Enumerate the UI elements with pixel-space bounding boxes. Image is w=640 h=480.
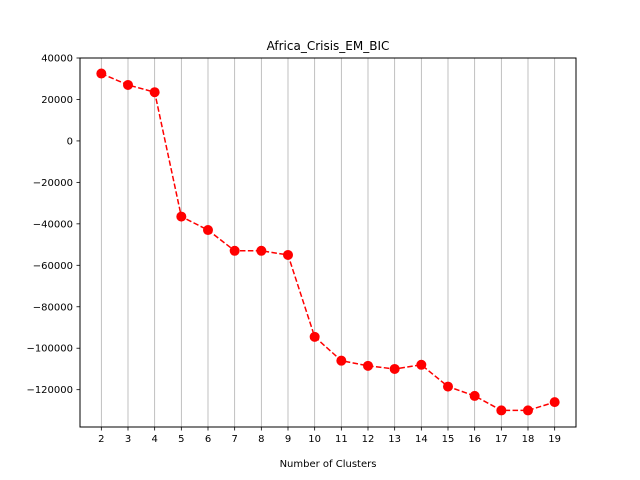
data-point bbox=[256, 245, 267, 256]
data-point bbox=[123, 79, 133, 90]
x-tick-label: 19 bbox=[548, 434, 561, 445]
x-tick-label: 14 bbox=[415, 434, 428, 445]
x-tick-label: 13 bbox=[388, 434, 401, 445]
x-tick-label: 12 bbox=[362, 434, 375, 445]
series-line bbox=[101, 72, 555, 412]
data-point bbox=[283, 249, 293, 260]
data-point bbox=[96, 68, 107, 79]
data-point bbox=[203, 225, 213, 236]
data-point bbox=[149, 87, 160, 98]
plot-frame bbox=[79, 57, 577, 428]
x-tick-label: 15 bbox=[442, 434, 455, 445]
x-axis-ticks: 2 3 4 5 6 7 8 9 10 11 12 13 14 15 16 17 18 19 bbox=[98, 427, 561, 445]
y-tick-label: 40000 bbox=[41, 54, 73, 65]
x-axis-label: Number of Clusters bbox=[280, 459, 377, 470]
data-point bbox=[469, 390, 480, 401]
data-point bbox=[496, 405, 507, 416]
data-point bbox=[443, 381, 453, 392]
y-tick-label: −60000 bbox=[33, 261, 73, 272]
y-tick-label: −20000 bbox=[33, 178, 73, 189]
x-tick-label: 11 bbox=[335, 434, 348, 445]
series-line-path bbox=[101, 72, 555, 412]
chart-title: Africa_Crisis_EM_BIC bbox=[267, 39, 390, 53]
x-tick-label: 9 bbox=[285, 434, 291, 445]
x-tick-label: 4 bbox=[151, 434, 157, 445]
y-tick-label: −40000 bbox=[33, 219, 73, 230]
x-tick-label: 3 bbox=[125, 434, 131, 445]
series-points bbox=[96, 68, 560, 416]
x-tick-label: 18 bbox=[522, 434, 535, 445]
x-tick-label: 2 bbox=[98, 434, 104, 445]
y-tick-label: 0 bbox=[67, 136, 73, 147]
x-tick-label: 16 bbox=[468, 434, 481, 445]
data-point bbox=[176, 211, 187, 222]
data-point bbox=[336, 355, 347, 366]
x-tick-label: 17 bbox=[495, 434, 508, 445]
y-tick-label: 20000 bbox=[41, 95, 73, 106]
data-point bbox=[309, 331, 320, 342]
x-tick-label: 5 bbox=[178, 434, 184, 445]
x-tick-label: 7 bbox=[231, 434, 237, 445]
y-tick-label: −80000 bbox=[33, 302, 73, 313]
y-tick-label: −100000 bbox=[26, 344, 73, 355]
x-tick-label: 6 bbox=[205, 434, 211, 445]
y-axis-ticks: 40000 20000 0 −20000 −40000 −60000 −80000 −1000… bbox=[26, 54, 80, 396]
data-point bbox=[416, 359, 427, 370]
data-point bbox=[389, 363, 400, 374]
y-tick-label: −120000 bbox=[26, 385, 73, 396]
data-point bbox=[363, 360, 373, 371]
data-point bbox=[523, 405, 533, 416]
x-tick-label: 8 bbox=[258, 434, 264, 445]
data-point bbox=[229, 245, 240, 256]
data-point bbox=[549, 397, 560, 408]
x-tick-label: 10 bbox=[308, 434, 321, 445]
